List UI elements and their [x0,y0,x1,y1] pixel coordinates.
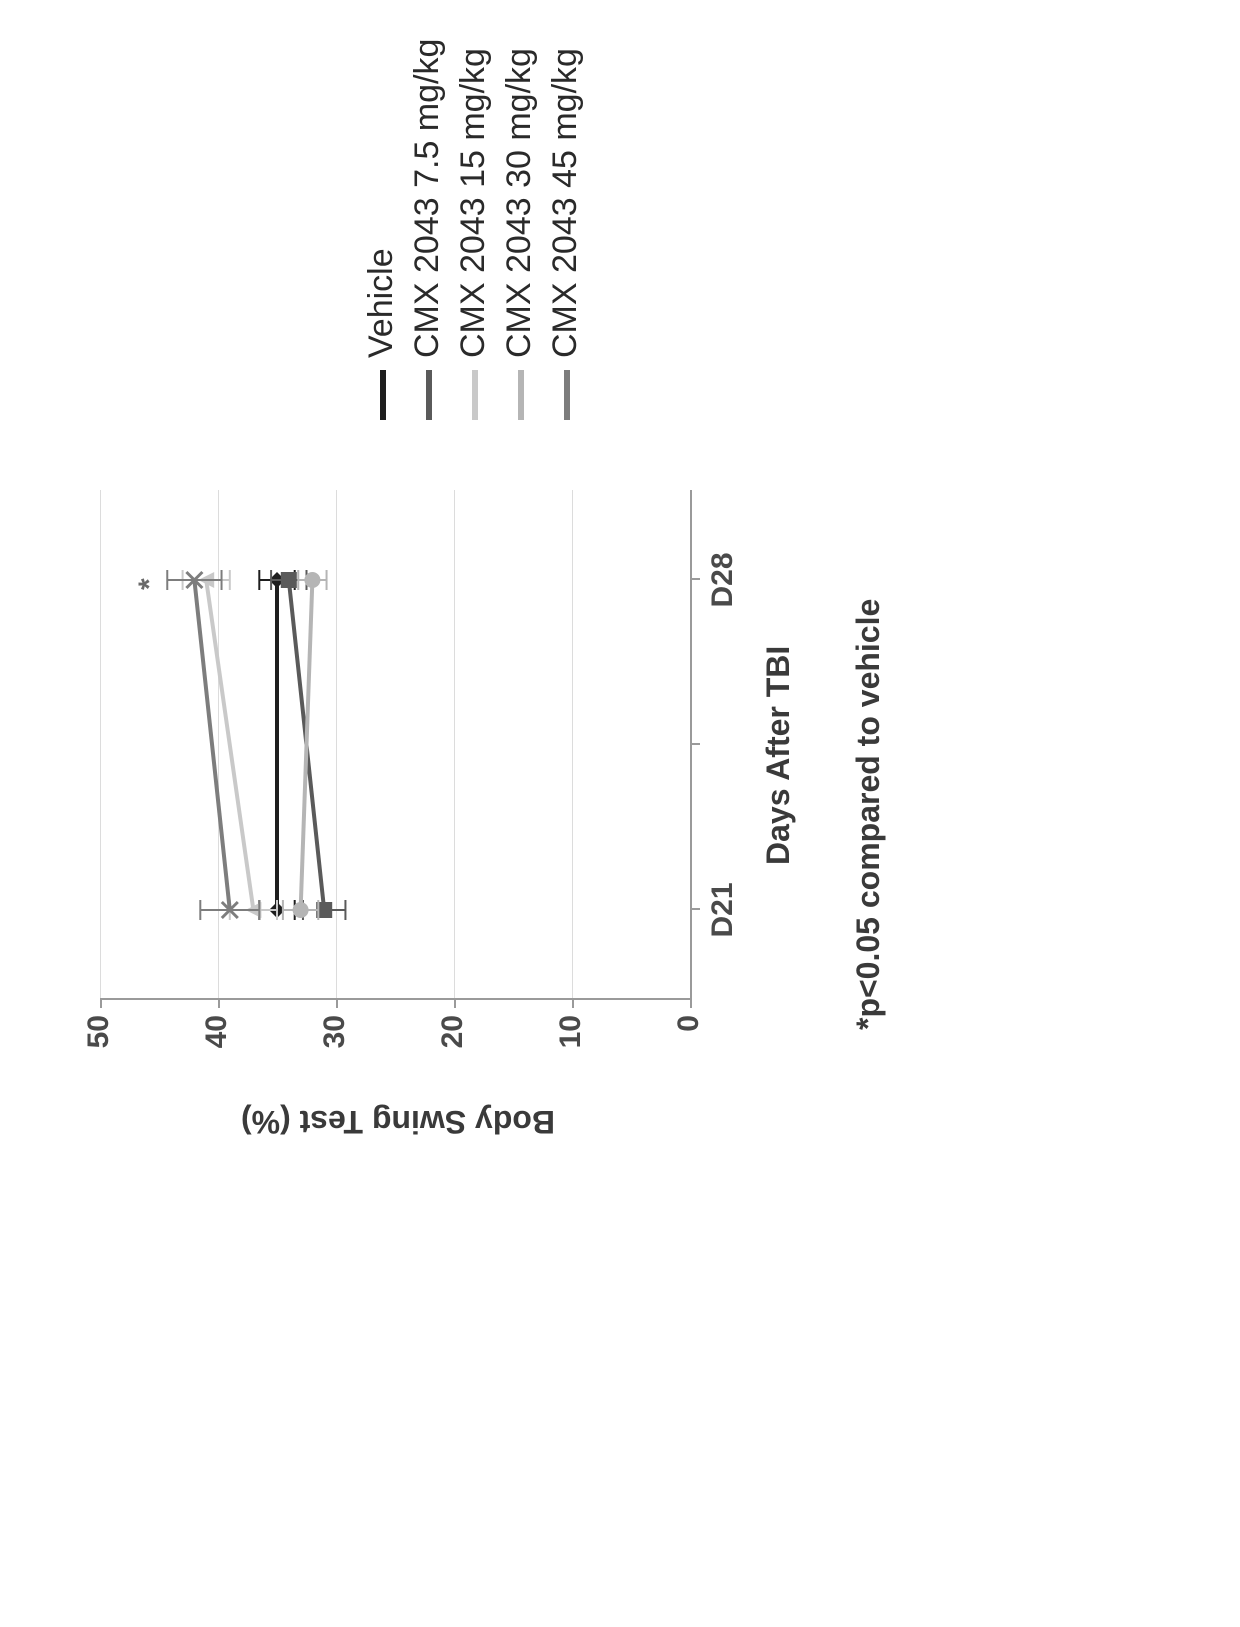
y-axis-line [100,998,690,1000]
y-tick-mark [690,1000,692,1008]
x-tick-mark [690,578,700,580]
y-tick-label: 10 [554,1015,588,1070]
x-axis-line [690,490,692,1000]
y-tick-label: 40 [200,1015,234,1070]
marker-cmx30 [293,902,309,918]
legend-row-cmx15: CMX 2043 15 mg/kg [452,0,498,420]
y-tick-mark [336,1000,338,1008]
x-axis-label: Days After TBI [760,646,797,865]
legend-row-cmx7_5: CMX 2043 7.5 mg/kg [406,0,452,420]
marker-cmx7_5 [281,572,297,588]
y-tick-label: 30 [318,1015,352,1070]
rotated-page: Body Swing Test (%) Days After TBI *p<0.… [0,0,1240,1240]
significance-star: * [133,578,167,590]
y-tick-label: 20 [436,1015,470,1070]
y-tick-mark [454,1000,456,1008]
significance-footnote: *p<0.05 compared to vehicle [850,599,887,1030]
y-tick-label: 50 [82,1015,116,1070]
legend-row-cmx30: CMX 2043 30 mg/kg [498,0,544,420]
legend-label-cmx45: CMX 2043 45 mg/kg [546,48,585,358]
page-inner: Body Swing Test (%) Days After TBI *p<0.… [0,0,1240,1240]
x-tick-mark [690,908,700,910]
y-tick-mark [572,1000,574,1008]
legend-swatch-vehicle [380,370,386,420]
series-line-cmx30 [301,580,313,910]
legend-swatch-cmx7_5 [426,370,432,420]
series-svg [100,490,690,1000]
x-tick-label: D21 [706,870,740,950]
x-tick-mark [690,743,700,745]
x-tick-label: D28 [706,540,740,620]
y-tick-mark [218,1000,220,1008]
chart-plot-area [100,490,690,1000]
legend-swatch-cmx30 [518,370,524,420]
legend-label-cmx30: CMX 2043 30 mg/kg [500,48,539,358]
marker-cmx30 [304,572,320,588]
legend-label-vehicle: Vehicle [362,248,401,358]
legend-row-vehicle: Vehicle [360,0,406,420]
legend-swatch-cmx45 [564,370,570,420]
y-tick-mark [100,1000,102,1008]
y-axis-label: Body Swing Test (%) [241,1103,555,1140]
legend-label-cmx15: CMX 2043 15 mg/kg [454,48,493,358]
legend-label-cmx7_5: CMX 2043 7.5 mg/kg [408,39,447,358]
y-tick-label: 0 [672,1015,706,1070]
legend-swatch-cmx15 [472,370,478,420]
chart-legend: VehicleCMX 2043 7.5 mg/kgCMX 2043 15 mg/… [360,0,590,420]
legend-row-cmx45: CMX 2043 45 mg/kg [544,0,590,420]
